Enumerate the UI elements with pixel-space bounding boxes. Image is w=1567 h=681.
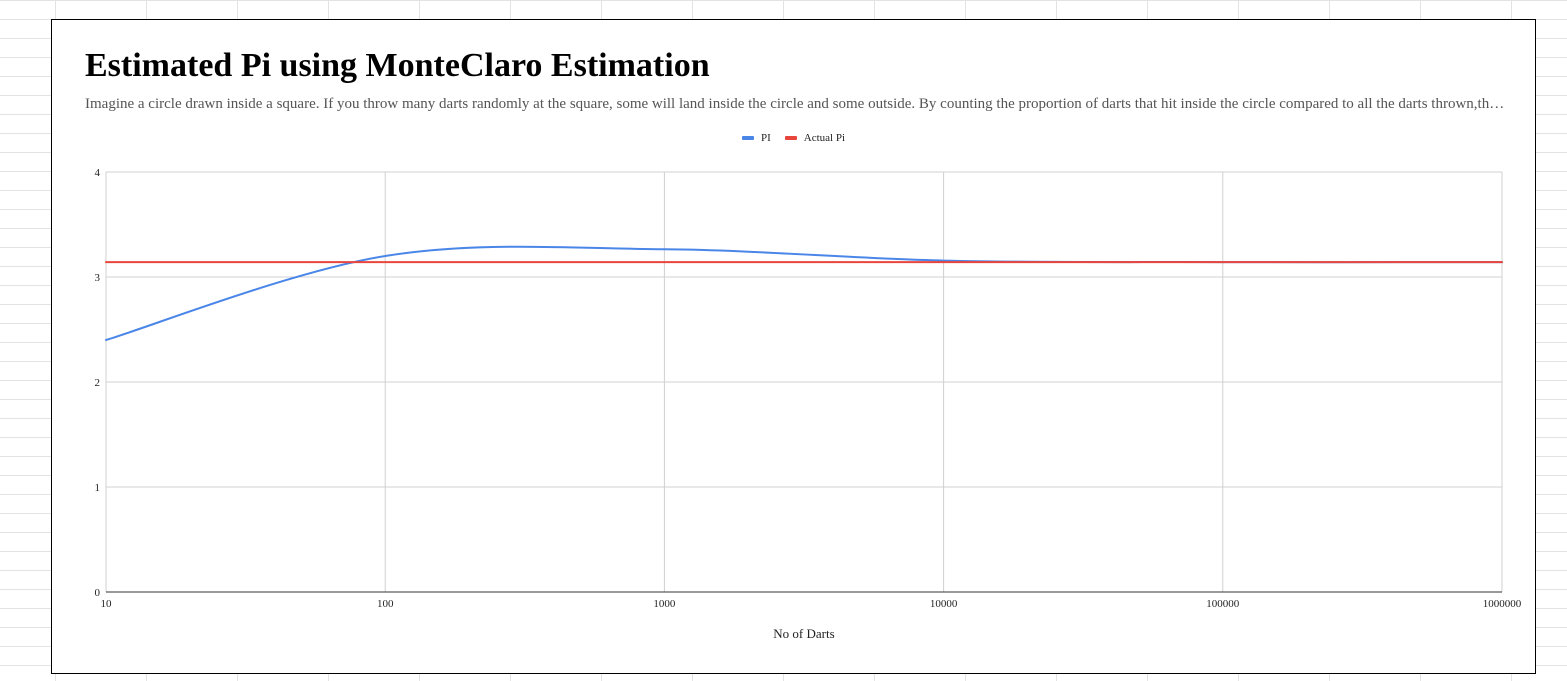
y-tick-label: 1 xyxy=(95,482,101,494)
legend-swatch-pi xyxy=(741,136,754,140)
y-tick-label: 3 xyxy=(95,272,101,284)
chart-title: Estimated Pi using MonteClaro Estimation xyxy=(85,47,710,84)
x-tick-label: 10 xyxy=(101,598,113,610)
x-tick-label: 1000000 xyxy=(1483,598,1522,610)
x-tick-label: 10000 xyxy=(930,598,958,610)
legend-item-actual-pi: Actual Pi xyxy=(784,132,846,144)
plot-area: 0 1 2 3 4 10 100 1000 10000 100000 1000000 xyxy=(95,167,1522,610)
legend-label-pi: PI xyxy=(760,132,771,144)
chart-legend: PI Actual Pi xyxy=(52,132,1535,144)
x-axis-title: No of Darts xyxy=(773,626,835,641)
x-tick-label: 100000 xyxy=(1206,598,1240,610)
legend-swatch-actual-pi xyxy=(784,136,797,140)
y-tick-label: 4 xyxy=(95,167,101,179)
x-tick-label: 100 xyxy=(377,598,394,610)
chart-container[interactable]: Estimated Pi using MonteClaro Estimation… xyxy=(51,19,1536,674)
legend-item-pi: PI xyxy=(741,132,771,144)
series-line-pi xyxy=(105,245,1503,341)
y-tick-label: 2 xyxy=(95,377,101,389)
x-tick-label: 1000 xyxy=(653,598,676,610)
legend-label-actual-pi: Actual Pi xyxy=(803,132,846,144)
y-tick-label: 0 xyxy=(95,587,101,599)
